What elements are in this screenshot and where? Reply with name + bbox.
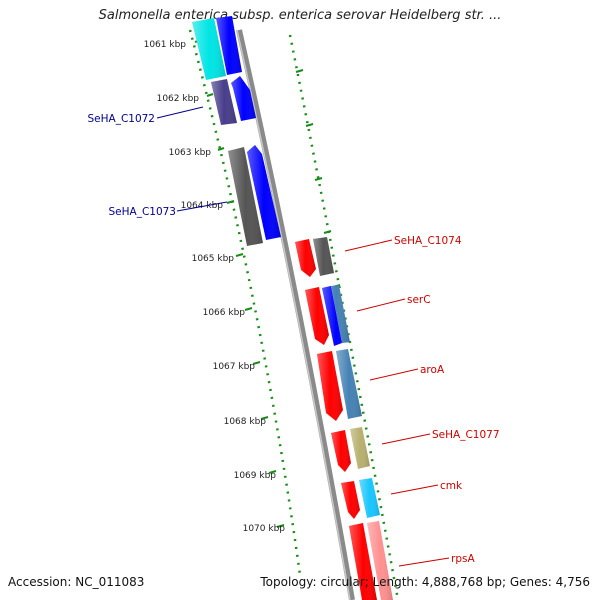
- gene-shading: [305, 287, 329, 345]
- leader-line: [176, 201, 228, 212]
- tick-label: 1065 kbp: [192, 254, 235, 264]
- gene-shading: [367, 521, 393, 600]
- gene-shading: [359, 478, 380, 518]
- gene-shading: [331, 430, 351, 472]
- leader-line: [369, 368, 419, 381]
- gene-shading: [322, 285, 350, 346]
- gene-shading: [295, 239, 316, 277]
- tick-label: 1063 kbp: [169, 148, 212, 158]
- backbone: [236, 29, 355, 600]
- gene-label-aroA[interactable]: aroA: [420, 364, 445, 376]
- gene-shading: [341, 481, 360, 519]
- tick-label: 1067 kbp: [213, 362, 256, 372]
- gene-shading: [247, 145, 281, 240]
- tick-label: 1070 kbp: [243, 524, 286, 534]
- gene-shading: [313, 237, 334, 276]
- gene-shading: [231, 76, 256, 121]
- backbone-highlight: [236, 29, 351, 600]
- gene-shading: [211, 79, 237, 125]
- genome-summary: Topology: circular; Length: 4,888,768 bp…: [260, 575, 590, 589]
- map-title: Salmonella enterica subsp. enterica sero…: [98, 8, 502, 23]
- leader-line: [381, 433, 431, 445]
- gene-shading: [228, 147, 263, 246]
- genes-forward: [295, 237, 393, 600]
- gene-label-serC[interactable]: serC: [407, 294, 431, 306]
- leader-line: [398, 557, 450, 567]
- gene-label-SeHA_C1072[interactable]: SeHA_C1072: [87, 113, 155, 125]
- tick-label: 1068 kbp: [224, 417, 267, 427]
- gene-shading: [350, 427, 370, 469]
- gene-shading: [336, 349, 362, 419]
- genes-reverse: [192, 16, 281, 246]
- tick-label: 1062 kbp: [157, 94, 200, 104]
- tick-label: 1069 kbp: [234, 471, 277, 481]
- leader-line: [344, 239, 393, 252]
- gene-shading: [192, 18, 226, 80]
- gene-label-SeHA_C1074[interactable]: SeHA_C1074: [394, 235, 462, 247]
- gene-label-cmk[interactable]: cmk: [440, 480, 463, 492]
- gene-label-SeHA_C1073[interactable]: SeHA_C1073: [108, 206, 176, 218]
- gene-shading: [317, 351, 343, 421]
- tick-label: 1064 kbp: [181, 201, 224, 211]
- gene-shading: [216, 16, 242, 75]
- leader-line: [390, 484, 439, 495]
- gene-label-SeHA_C1077[interactable]: SeHA_C1077: [432, 429, 500, 441]
- gene-label-rpsA[interactable]: rpsA: [451, 553, 475, 565]
- leader-line: [356, 298, 406, 312]
- tick-label: 1066 kbp: [203, 308, 246, 318]
- gene-shading: [349, 523, 377, 600]
- accession-label: Accession: NC_011083: [8, 575, 145, 589]
- leader-line: [156, 106, 204, 119]
- tick-label: 1061 kbp: [144, 40, 187, 50]
